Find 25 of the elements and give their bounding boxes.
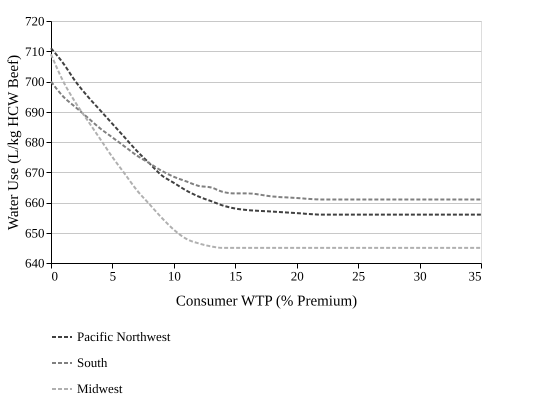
x-tick-label: 10 <box>168 268 181 284</box>
y-tick-label: 660 <box>25 195 44 210</box>
x-tick-label: 15 <box>229 268 242 284</box>
y-tick-label: 710 <box>25 44 44 59</box>
line-series <box>50 47 482 216</box>
y-tick-label: 720 <box>25 14 44 28</box>
legend-label: South <box>77 355 108 370</box>
y-tick-label: 640 <box>25 256 44 270</box>
x-tick-label: 5 <box>110 268 116 284</box>
y-tick-label: 670 <box>25 164 44 180</box>
legend-label: Midwest <box>77 381 123 396</box>
line-series <box>50 53 482 249</box>
y-tick-label: 680 <box>25 134 44 150</box>
x-tick-label: 25 <box>352 268 366 284</box>
x-tick-label: 0 <box>52 268 58 284</box>
x-tick-label: 20 <box>290 268 304 284</box>
x-axis-title: Consumer WTP (% Premium) <box>176 294 358 310</box>
line-series <box>50 80 482 200</box>
y-tick-label: 650 <box>25 225 44 240</box>
y-tick-label: 700 <box>25 74 44 89</box>
legend-label: Pacific Northwest <box>77 329 171 344</box>
y-axis-title: Water Use (L/kg HCW Beef) <box>6 54 22 230</box>
x-tick-label: 35 <box>468 268 482 284</box>
x-tick-label: 30 <box>414 268 427 284</box>
y-tick-label: 690 <box>25 104 44 120</box>
